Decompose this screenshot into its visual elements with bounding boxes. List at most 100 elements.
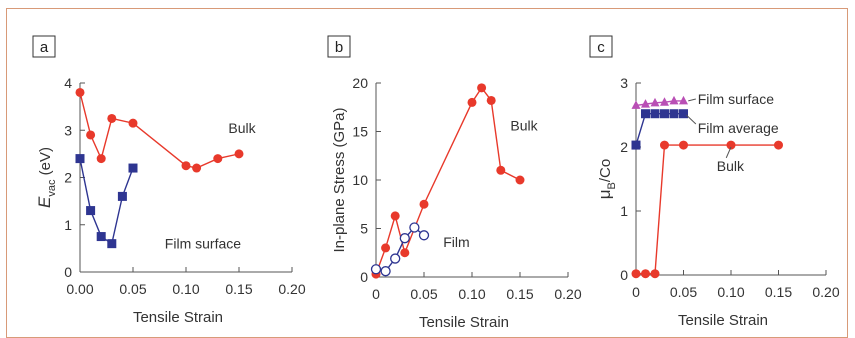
series-line bbox=[635, 113, 684, 146]
data-point bbox=[75, 87, 85, 97]
data-point bbox=[496, 165, 506, 175]
data-point bbox=[515, 175, 525, 185]
data-point bbox=[399, 233, 410, 244]
data-point bbox=[390, 253, 401, 264]
data-point bbox=[660, 109, 669, 119]
annotation-label: Bulk bbox=[228, 120, 256, 136]
data-point bbox=[650, 269, 660, 279]
data-point bbox=[774, 140, 783, 150]
y-axis-label-main: μ bbox=[595, 189, 614, 199]
panel-label: b bbox=[335, 39, 343, 56]
charts-canvas: a 0.00 0.05 0.10 0.15 0.20 0 1 2 3 4 Tensile Strain… bbox=[32, 35, 840, 327]
data-point bbox=[679, 109, 688, 119]
series-bulk bbox=[75, 87, 244, 173]
data-point bbox=[96, 232, 106, 242]
x-tick-label: 0.00 bbox=[66, 281, 93, 297]
data-point bbox=[181, 161, 191, 171]
y-tick-label: 0 bbox=[360, 269, 368, 285]
panel-label: c bbox=[597, 39, 605, 56]
data-point bbox=[660, 97, 669, 106]
annotation-label: Film surface bbox=[698, 91, 774, 107]
data-point bbox=[641, 109, 650, 119]
y-tick-label: 1 bbox=[64, 217, 72, 233]
data-point bbox=[419, 199, 429, 209]
x-tick-label: 0.05 bbox=[119, 281, 146, 297]
data-point bbox=[370, 264, 382, 275]
data-point bbox=[75, 154, 85, 164]
y-tick-label: 15 bbox=[352, 124, 368, 140]
y-axis-label-subscript: B bbox=[606, 182, 618, 189]
x-axis-label: Tensile Strain bbox=[419, 314, 509, 327]
data-point bbox=[128, 163, 138, 173]
data-point bbox=[390, 211, 400, 221]
annotation-label: Film bbox=[443, 234, 469, 250]
data-point bbox=[128, 118, 138, 128]
series-line bbox=[636, 144, 779, 275]
x-tick-label: 0.20 bbox=[278, 281, 305, 297]
data-point bbox=[117, 191, 127, 201]
data-point bbox=[400, 248, 410, 258]
data-point bbox=[631, 269, 641, 279]
y-tick-label: 0 bbox=[64, 264, 72, 280]
data-point bbox=[234, 149, 244, 159]
data-point bbox=[641, 269, 650, 279]
y-axis-label: μB/Co bbox=[595, 159, 618, 199]
data-point bbox=[669, 95, 679, 105]
annotation-label: Film surface bbox=[165, 236, 241, 252]
data-point bbox=[631, 100, 641, 109]
series-line bbox=[79, 158, 134, 245]
chart-panel-c: c 0 0.05 0.10 0.15 0.20 0 1 2 3 Tensile Strain μB/C… bbox=[589, 35, 840, 327]
y-axis-label-main: E bbox=[35, 196, 54, 208]
panel-label-box bbox=[589, 35, 613, 58]
x-tick-label: 0.10 bbox=[172, 281, 199, 297]
annotation-label: Film average bbox=[698, 120, 779, 136]
data-point bbox=[86, 206, 96, 216]
y-tick-label: 0 bbox=[620, 267, 628, 283]
data-point bbox=[669, 109, 679, 119]
annotation-label: Bulk bbox=[717, 158, 745, 174]
data-point bbox=[660, 140, 669, 150]
annotation-leader bbox=[688, 98, 696, 102]
figure: a 0.00 0.05 0.10 0.15 0.20 0 1 2 3 4 Tensile Strain… bbox=[6, 8, 848, 338]
series-line bbox=[375, 86, 521, 275]
series-bulk bbox=[631, 140, 783, 279]
data-point bbox=[477, 83, 487, 93]
data-point bbox=[650, 109, 660, 119]
series-film bbox=[370, 222, 430, 277]
y-axis-label-subscript: vac bbox=[46, 179, 58, 197]
data-point bbox=[679, 95, 688, 105]
data-point bbox=[107, 239, 117, 249]
x-tick-label: 0.15 bbox=[225, 281, 252, 297]
data-point bbox=[86, 130, 96, 140]
y-tick-label: 20 bbox=[352, 75, 368, 91]
y-tick-label: 2 bbox=[64, 170, 72, 186]
annotation-label: Bulk bbox=[510, 118, 538, 134]
y-axis-label-suffix: /Co bbox=[597, 159, 614, 182]
chart-panel-a: a 0.00 0.05 0.10 0.15 0.20 0 1 2 3 4 Tensile Strain… bbox=[32, 35, 306, 326]
x-tick-label: 0 bbox=[372, 286, 380, 302]
x-axis-label: Tensile Strain bbox=[133, 309, 223, 326]
y-tick-label: 5 bbox=[360, 221, 368, 237]
x-tick-label: 0.15 bbox=[765, 284, 792, 300]
y-tick-label: 3 bbox=[620, 75, 628, 91]
data-point bbox=[641, 99, 650, 108]
y-axis-label: Evac (eV) bbox=[35, 147, 58, 208]
y-tick-label: 3 bbox=[64, 122, 72, 138]
y-tick-label: 4 bbox=[64, 75, 72, 91]
panel-label: a bbox=[40, 39, 49, 56]
data-point bbox=[409, 222, 420, 233]
data-point bbox=[418, 230, 430, 241]
data-point bbox=[381, 243, 391, 253]
x-tick-label: 0 bbox=[632, 284, 640, 300]
x-tick-label: 0.20 bbox=[554, 286, 581, 302]
annotation-leader bbox=[725, 146, 732, 159]
y-tick-label: 10 bbox=[352, 172, 368, 188]
data-point bbox=[107, 113, 117, 123]
data-point bbox=[380, 266, 391, 277]
y-axis-label: In-plane Stress (GPa) bbox=[331, 107, 348, 252]
series-film-average bbox=[631, 109, 688, 150]
data-point bbox=[96, 154, 106, 164]
x-tick-label: 0.10 bbox=[458, 286, 485, 302]
y-axis-label-suffix: (eV) bbox=[37, 147, 54, 180]
data-point bbox=[726, 140, 736, 150]
